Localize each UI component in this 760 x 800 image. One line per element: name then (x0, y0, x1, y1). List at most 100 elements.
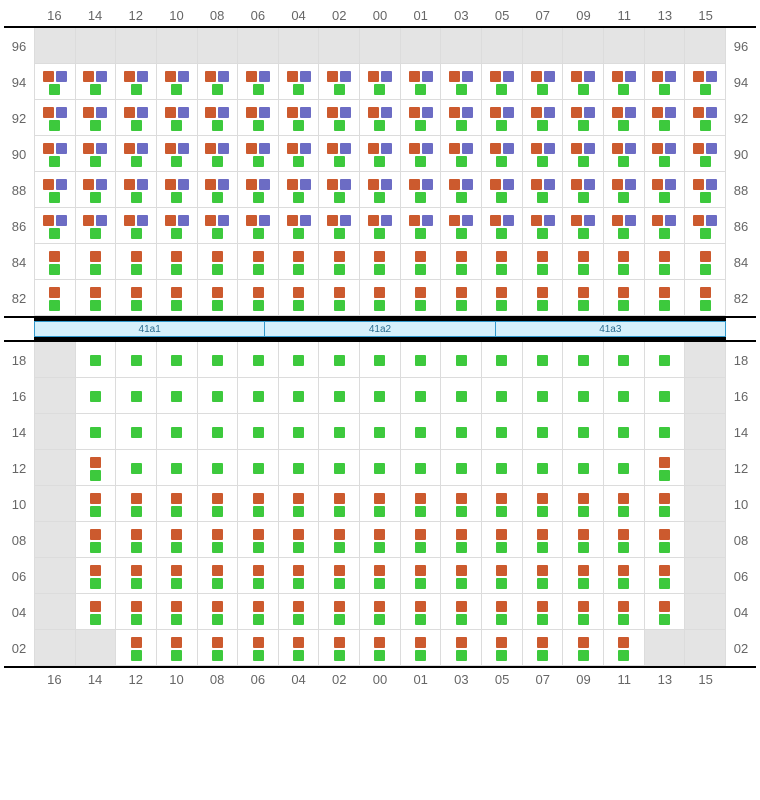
grid-cell[interactable] (645, 172, 686, 208)
grid-cell[interactable] (116, 450, 157, 486)
grid-cell[interactable] (76, 100, 117, 136)
grid-cell[interactable] (482, 136, 523, 172)
grid-cell[interactable] (279, 100, 320, 136)
grid-cell[interactable] (360, 342, 401, 378)
grid-cell[interactable] (685, 64, 726, 100)
grid-cell[interactable] (76, 414, 117, 450)
grid-cell[interactable] (157, 450, 198, 486)
grid-cell[interactable] (360, 558, 401, 594)
grid-cell[interactable] (76, 244, 117, 280)
grid-cell[interactable] (604, 172, 645, 208)
grid-cell[interactable] (441, 378, 482, 414)
grid-cell[interactable] (198, 136, 239, 172)
grid-cell[interactable] (685, 28, 726, 64)
grid-cell[interactable] (238, 136, 279, 172)
grid-cell[interactable] (157, 64, 198, 100)
grid-cell[interactable] (116, 244, 157, 280)
grid-cell[interactable] (401, 342, 442, 378)
grid-cell[interactable] (523, 172, 564, 208)
grid-cell[interactable] (76, 486, 117, 522)
grid-cell[interactable] (563, 342, 604, 378)
grid-cell[interactable] (198, 172, 239, 208)
grid-cell[interactable] (319, 64, 360, 100)
grid-cell[interactable] (319, 280, 360, 316)
grid-cell[interactable] (482, 280, 523, 316)
grid-cell[interactable] (360, 64, 401, 100)
grid-cell[interactable] (279, 64, 320, 100)
grid-cell[interactable] (319, 244, 360, 280)
grid-cell[interactable] (34, 558, 76, 594)
grid-cell[interactable] (441, 522, 482, 558)
grid-cell[interactable] (685, 172, 726, 208)
grid-cell[interactable] (198, 486, 239, 522)
grid-cell[interactable] (116, 64, 157, 100)
segment[interactable]: 41a3 (496, 322, 725, 336)
grid-cell[interactable] (360, 522, 401, 558)
grid-cell[interactable] (401, 244, 442, 280)
grid-cell[interactable] (482, 630, 523, 666)
grid-cell[interactable] (34, 450, 76, 486)
grid-cell[interactable] (157, 100, 198, 136)
grid-cell[interactable] (238, 414, 279, 450)
grid-cell[interactable] (604, 28, 645, 64)
grid-cell[interactable] (279, 28, 320, 64)
grid-cell[interactable] (523, 136, 564, 172)
grid-cell[interactable] (76, 558, 117, 594)
grid-cell[interactable] (360, 244, 401, 280)
grid-cell[interactable] (482, 208, 523, 244)
grid-cell[interactable] (523, 450, 564, 486)
grid-cell[interactable] (76, 342, 117, 378)
grid-cell[interactable] (441, 630, 482, 666)
grid-cell[interactable] (482, 414, 523, 450)
grid-cell[interactable] (157, 280, 198, 316)
grid-cell[interactable] (238, 342, 279, 378)
grid-cell[interactable] (401, 450, 442, 486)
grid-cell[interactable] (563, 522, 604, 558)
grid-cell[interactable] (482, 342, 523, 378)
grid-cell[interactable] (279, 450, 320, 486)
grid-cell[interactable] (198, 450, 239, 486)
grid-cell[interactable] (441, 208, 482, 244)
grid-cell[interactable] (319, 28, 360, 64)
grid-cell[interactable] (116, 342, 157, 378)
grid-cell[interactable] (76, 64, 117, 100)
grid-cell[interactable] (482, 450, 523, 486)
grid-cell[interactable] (604, 342, 645, 378)
grid-cell[interactable] (401, 100, 442, 136)
grid-cell[interactable] (645, 630, 686, 666)
grid-cell[interactable] (157, 342, 198, 378)
grid-cell[interactable] (645, 64, 686, 100)
grid-cell[interactable] (482, 28, 523, 64)
grid-cell[interactable] (645, 136, 686, 172)
grid-cell[interactable] (604, 450, 645, 486)
grid-cell[interactable] (685, 244, 726, 280)
grid-cell[interactable] (157, 558, 198, 594)
grid-cell[interactable] (34, 64, 76, 100)
grid-cell[interactable] (441, 486, 482, 522)
grid-cell[interactable] (523, 28, 564, 64)
grid-cell[interactable] (238, 208, 279, 244)
grid-cell[interactable] (482, 522, 523, 558)
grid-cell[interactable] (116, 100, 157, 136)
grid-cell[interactable] (198, 64, 239, 100)
grid-cell[interactable] (441, 28, 482, 64)
grid-cell[interactable] (238, 172, 279, 208)
grid-cell[interactable] (685, 136, 726, 172)
grid-cell[interactable] (116, 486, 157, 522)
grid-cell[interactable] (645, 342, 686, 378)
grid-cell[interactable] (523, 64, 564, 100)
grid-cell[interactable] (238, 522, 279, 558)
grid-cell[interactable] (34, 594, 76, 630)
grid-cell[interactable] (279, 414, 320, 450)
grid-cell[interactable] (198, 630, 239, 666)
grid-cell[interactable] (238, 64, 279, 100)
grid-cell[interactable] (157, 208, 198, 244)
grid-cell[interactable] (563, 594, 604, 630)
grid-cell[interactable] (157, 244, 198, 280)
grid-cell[interactable] (34, 100, 76, 136)
grid-cell[interactable] (76, 594, 117, 630)
grid-cell[interactable] (198, 28, 239, 64)
grid-cell[interactable] (198, 558, 239, 594)
grid-cell[interactable] (279, 378, 320, 414)
grid-cell[interactable] (563, 136, 604, 172)
